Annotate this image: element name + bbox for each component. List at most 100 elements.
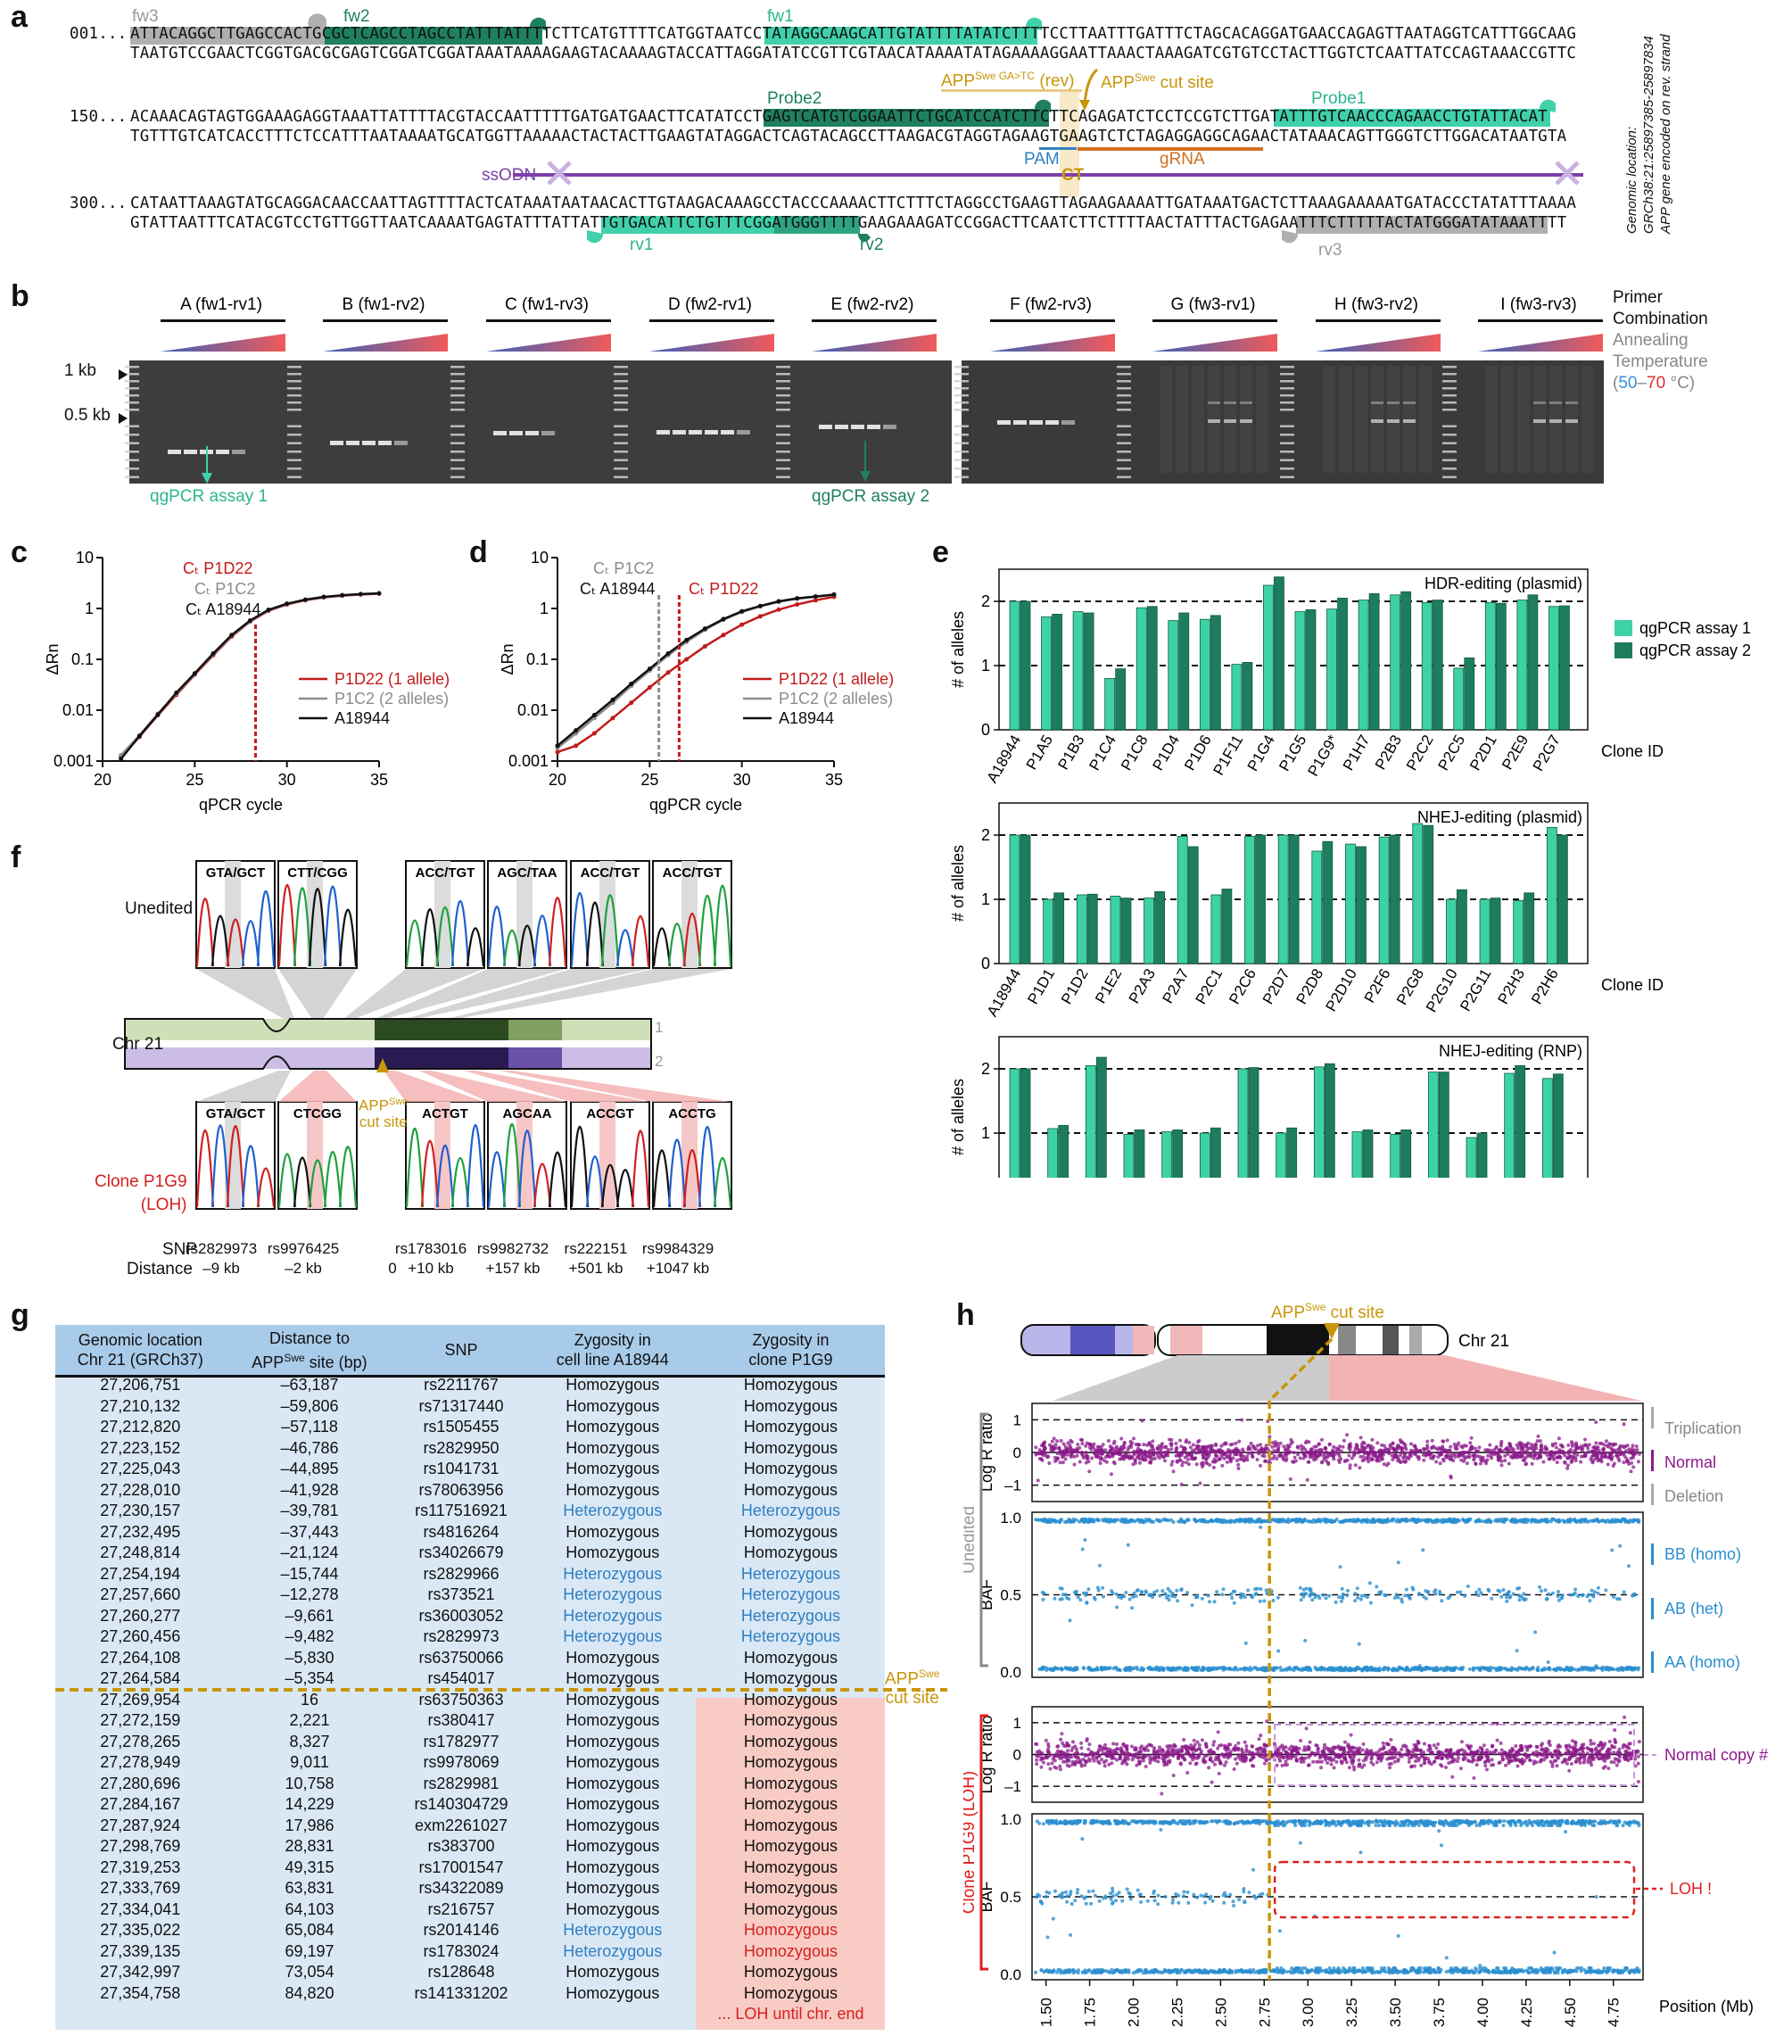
h-lrr-point (1403, 1445, 1408, 1450)
h-lrr-point (1391, 1458, 1395, 1461)
h-baf-point (1410, 1585, 1415, 1590)
h-lrr-point (1585, 1444, 1589, 1448)
h-lrr-point (1424, 1447, 1428, 1452)
after-cell-2: rs9978069 (423, 1753, 500, 1772)
table-row: 27,319,253 49,315 rs17001547 Homozygous Homo… (55, 1858, 885, 1879)
e-category-label: P1C4 (1086, 732, 1119, 774)
h-lrr-point (1569, 1440, 1573, 1444)
h-baf-point (1403, 1593, 1408, 1598)
h-lrr-point (1432, 1444, 1436, 1449)
h-baf-point (1135, 1588, 1140, 1593)
h-baf-point (1383, 1666, 1387, 1670)
h-lrr-point (1209, 1448, 1213, 1452)
h-lrr-point (1284, 1453, 1288, 1458)
assay1-pointer-head (202, 473, 212, 484)
chromatogram-peak (435, 1144, 455, 1208)
h-lrr-point (1542, 1451, 1547, 1455)
h-q-band-1 (1338, 1326, 1356, 1354)
h-lrr-point (1293, 1459, 1298, 1463)
d-point (739, 622, 745, 627)
h-baf-point (1235, 1667, 1240, 1672)
h-lrr-point (1060, 1732, 1064, 1736)
h-lrr-point (1222, 1456, 1226, 1461)
table-row: 27,206,751 –63,187 rs2211767 Homozygous Homo… (55, 1375, 885, 1396)
h-baf-point (1074, 1518, 1078, 1522)
before-cell-2: rs117516921 (415, 1502, 508, 1520)
chromatogram: CTT/CGG (277, 860, 358, 969)
h-lrr-point (1155, 1446, 1160, 1451)
h-lrr-point (1525, 1454, 1530, 1459)
e-category-label: P2A7 (1159, 966, 1192, 1007)
ladder-band (1442, 373, 1457, 376)
h-lrr-point (1581, 1446, 1585, 1451)
h-lrr-point (1342, 1438, 1346, 1443)
panel-letter-h: h (956, 1298, 975, 1332)
h-lrr-point (1116, 1451, 1120, 1455)
chromatogram-peak (713, 1157, 732, 1208)
h-lrr-point (1112, 1748, 1117, 1752)
h-baf-point (1471, 1667, 1475, 1671)
h-baf-point (1424, 1589, 1428, 1593)
h-baf-point (1167, 1598, 1171, 1602)
chromatogram-peak (256, 1167, 276, 1208)
h-baf-point (1350, 1667, 1353, 1672)
h-baf-point (1060, 1586, 1064, 1591)
h-baf-point (1532, 1519, 1536, 1523)
h-lrr-point (1169, 1447, 1174, 1452)
e-bar-2-9-1 (1362, 1130, 1374, 1178)
h-lrr-point (1097, 1450, 1102, 1454)
e-bar-1-9-0 (1311, 850, 1323, 964)
h-lrr-point (1483, 1764, 1488, 1768)
h-baf-point (1135, 1519, 1139, 1522)
e-bar-1-4-0 (1144, 898, 1154, 964)
g-cut-site-label: APPSwe cut site (885, 1667, 940, 1709)
h-lrr-point (1166, 1447, 1170, 1452)
h-baf-point (1637, 1519, 1641, 1522)
h-lrr-point (1532, 1448, 1536, 1452)
ladder-band (125, 425, 139, 427)
h-lrr-point (1125, 1451, 1129, 1455)
h-baf-point (1513, 1520, 1516, 1524)
ladder-1kb-arrow (119, 369, 128, 380)
h-p-band (1070, 1326, 1115, 1354)
h-lrr-point (1372, 1450, 1376, 1454)
before-cell-3: Heterozygous (563, 1627, 663, 1646)
h-baf-point (1161, 1668, 1166, 1673)
h-lrr-point (1246, 1452, 1251, 1456)
before-cell-4: Homozygous (743, 1480, 838, 1499)
chromatogram: GTA/GCT (195, 1101, 276, 1210)
h-lrr-point (1048, 1767, 1053, 1771)
after-cell-2: rs216757 (427, 1899, 495, 1918)
h-lrr-point (1373, 1453, 1377, 1458)
h-lrr-point (1362, 1446, 1367, 1451)
h-lrr-point (1263, 1459, 1268, 1463)
h-lrr-point (1146, 1749, 1151, 1752)
sample-band (362, 441, 376, 445)
c-ct-annotation-1: Cₜ P1C2 (194, 580, 255, 598)
e-bar-0-3-0 (1104, 677, 1116, 731)
faint-band (1208, 401, 1220, 404)
before-cell-3: Homozygous (566, 1396, 660, 1415)
h-lrr-point (1234, 1446, 1238, 1451)
e-category-label: P2D10 (1322, 966, 1359, 1015)
e-bar-1-9-1 (1322, 840, 1334, 964)
h-lrr-point (1129, 1445, 1134, 1449)
h-baf-point (1132, 1591, 1136, 1595)
before-cell-2: rs71317440 (418, 1396, 504, 1415)
ladder-band (1280, 425, 1294, 427)
h-baf-point (1593, 1518, 1598, 1522)
e-category-label: P2G11 (1457, 966, 1494, 1014)
h-lrr-point (1285, 1763, 1289, 1767)
ladder-band (287, 380, 301, 383)
h-lrr-point (1119, 1436, 1124, 1441)
h-baf-point (1144, 1519, 1149, 1524)
after-cell-4: Homozygous (743, 1774, 838, 1792)
h-lrr-point (1529, 1453, 1532, 1458)
h-lrr-point (1180, 1450, 1185, 1454)
h-baf-point (1295, 1519, 1300, 1524)
h-lrr-point (1330, 1453, 1334, 1458)
faint-band (1533, 401, 1546, 404)
h-baf-point (1276, 1519, 1281, 1522)
before-cell-1: –59,806 (280, 1396, 339, 1415)
d-point (757, 614, 763, 619)
